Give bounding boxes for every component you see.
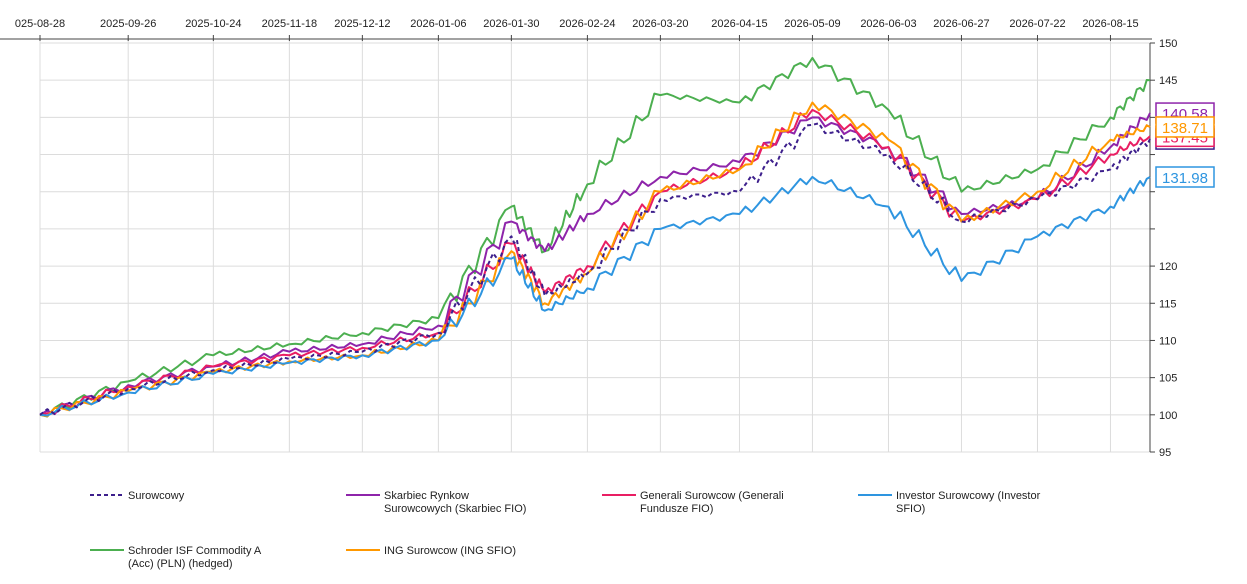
x-tick-label: 2026-03-20: [632, 18, 688, 30]
y-tick-label: 105: [1159, 373, 1177, 385]
series-line: [39, 56, 1151, 418]
x-tick-label: 2026-01-30: [483, 18, 539, 30]
y-tick-label: 120: [1159, 261, 1177, 273]
x-tick-label: 2026-06-27: [933, 18, 989, 30]
x-tick-label: 2025-09-26: [100, 18, 156, 30]
y-tick-label: 110: [1159, 335, 1177, 347]
x-axis: 025-08-28 2025-09-26 2025-10-24 2025-11-18 2…: [0, 18, 1152, 41]
chart-grid: [39, 39, 1150, 453]
series-line: [39, 112, 1151, 416]
series-line: [39, 175, 1151, 417]
end-label-value: 138.71: [1162, 120, 1208, 137]
x-tick-label: 025-08-28: [15, 18, 65, 30]
series-line: [39, 101, 1151, 418]
series-line: [39, 108, 1151, 416]
x-tick-label: 2026-04-15: [711, 18, 767, 30]
series-line: [39, 122, 1151, 416]
x-tick-label: 2026-08-15: [1082, 18, 1138, 30]
x-tick-label: 2026-02-24: [559, 18, 615, 30]
y-tick-label: 145: [1159, 75, 1177, 87]
y-tick-label: 150: [1159, 38, 1177, 50]
end-label-box: [1155, 116, 1215, 138]
x-tick-label: 2025-10-24: [185, 18, 241, 30]
end-label-box: [1155, 166, 1215, 188]
x-tick-label: 2026-01-06: [410, 18, 466, 30]
x-tick-label: 2025-12-12: [334, 18, 390, 30]
y-tick-label: 100: [1159, 410, 1177, 422]
series-lines: [39, 56, 1151, 418]
y-axis: 95 100 105 110 115 120 145 150: [1149, 38, 1177, 459]
y-tick-label: 115: [1159, 298, 1177, 310]
end-label-value: 131.98: [1162, 170, 1208, 187]
x-tick-label: 2026-06-03: [860, 18, 916, 30]
y-tick-label: 95: [1159, 447, 1171, 459]
x-tick-label: 2026-07-22: [1009, 18, 1065, 30]
x-tick-label: 2025-11-18: [262, 18, 317, 30]
x-tick-label: 2026-05-09: [784, 18, 840, 30]
